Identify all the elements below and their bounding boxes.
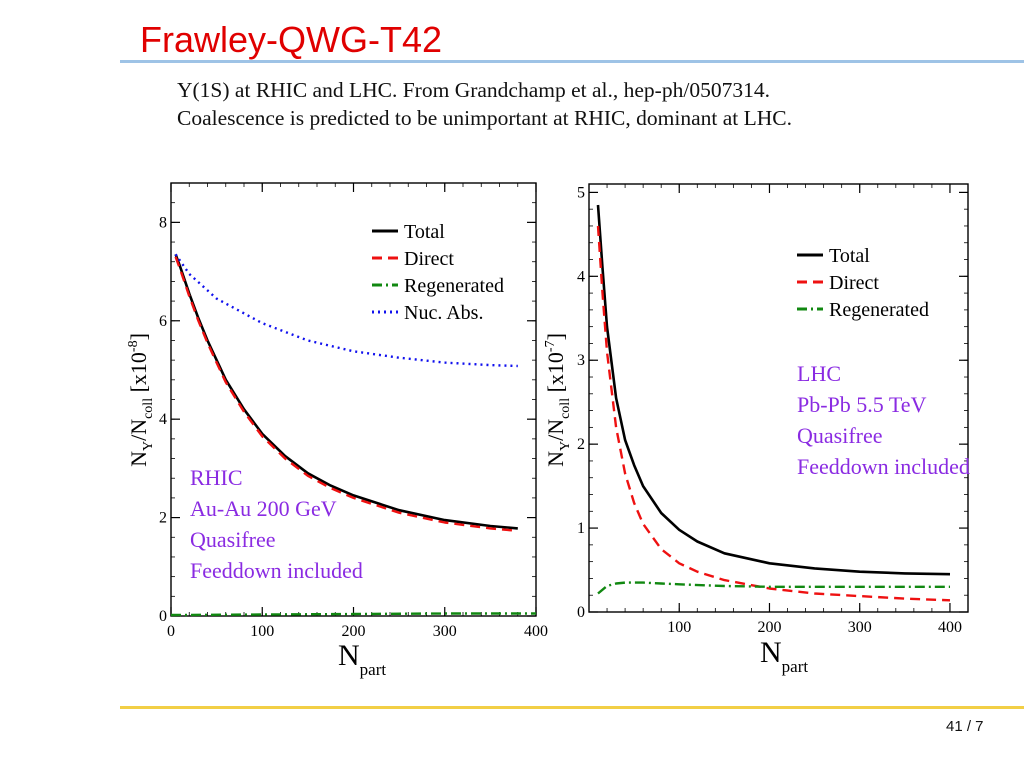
lhc-series-direct xyxy=(596,225,951,602)
rhic-y-tick-label: 0 xyxy=(159,608,167,625)
rhic-x-tick-label: 300 xyxy=(433,623,457,640)
rhic-x-tick-label: 400 xyxy=(524,623,548,640)
rhic-plot: 0 100 200 300 400 0 2 4 6 8 xyxy=(159,182,548,640)
caption-line-1: Y(1S) at RHIC and LHC. From Grandchamp e… xyxy=(177,78,770,102)
rhic-series-nuc-abs xyxy=(174,253,518,368)
rhic-x-tick-label: 0 xyxy=(167,623,175,640)
rhic-annotation-line: Feeddown included xyxy=(190,558,363,583)
lhc-annotation-line: Quasifree xyxy=(797,423,883,448)
rhic-y-tick-label: 4 xyxy=(159,411,167,428)
lhc-x-tick-label: 200 xyxy=(757,619,781,636)
lhc-legend-label-regenerated: Regenerated xyxy=(829,299,929,321)
lhc-annotation-line: Pb-Pb 5.5 TeV xyxy=(797,392,927,417)
lhc-annotation-line: LHC xyxy=(797,361,841,386)
lhc-plot-frame xyxy=(588,183,969,613)
lhc-series-regenerated xyxy=(597,581,950,595)
lhc-y-tick-label: 2 xyxy=(577,436,585,453)
lhc-y-tick-label: 3 xyxy=(577,352,585,369)
rhic-y-tick-label: 6 xyxy=(159,313,167,330)
title-rule xyxy=(120,60,1024,63)
rhic-annotation: RHIC Au-Au 200 GeV Quasifree Feeddown inclu… xyxy=(190,465,363,583)
rhic-series-regenerated xyxy=(170,612,536,617)
rhic-legend-label-total: Total xyxy=(404,221,445,243)
lhc-annotation: LHC Pb-Pb 5.5 TeV Quasifree Feeddown includ… xyxy=(797,361,970,479)
slide-title: Frawley-QWG-T42 xyxy=(140,19,443,60)
lhc-legend-label-direct: Direct xyxy=(829,272,879,294)
rhic-x-tick-label: 100 xyxy=(250,623,274,640)
page-number: 41 / 7 xyxy=(946,718,984,735)
lhc-y-tick-label: 0 xyxy=(577,604,585,621)
lhc-x-tick-label: 100 xyxy=(667,619,691,636)
lhc-plot: 100 200 300 400 0 1 2 3 4 5 xyxy=(577,183,969,636)
lhc-series-total xyxy=(596,204,951,576)
lhc-annotation-line: Feeddown included xyxy=(797,454,970,479)
footer-rule xyxy=(120,706,1024,709)
rhic-annotation-line: Au-Au 200 GeV xyxy=(190,496,337,521)
rhic-legend: Total Direct Regenerated Nuc. Abs. xyxy=(372,221,504,324)
rhic-x-tick-label: 200 xyxy=(342,623,366,640)
rhic-annotation-line: RHIC xyxy=(190,465,243,490)
rhic-x-axis-label: Npart xyxy=(338,639,386,679)
rhic-y-tick-label: 8 xyxy=(159,214,167,231)
lhc-legend: Total Direct Regenerated xyxy=(797,245,929,321)
caption-line-2: Coalescence is predicted to be unimporta… xyxy=(177,106,792,130)
rhic-legend-label-regenerated: Regenerated xyxy=(404,275,504,297)
rhic-annotation-line: Quasifree xyxy=(190,527,276,552)
rhic-y-tick-label: 2 xyxy=(159,510,167,527)
lhc-x-tick-label: 300 xyxy=(848,619,872,636)
lhc-legend-label-total: Total xyxy=(829,245,870,267)
rhic-series-direct xyxy=(174,256,518,533)
lhc-x-axis-label: Npart xyxy=(760,636,808,676)
rhic-y-axis-label: NΥ/Ncoll [x10-8] xyxy=(126,333,156,467)
lhc-y-tick-label: 4 xyxy=(577,268,585,285)
lhc-y-axis-label: NΥ/Ncoll [x10-7] xyxy=(543,333,573,467)
lhc-y-tick-label: 1 xyxy=(577,520,585,537)
lhc-y-tick-label: 5 xyxy=(577,184,585,201)
lhc-x-tick-label: 400 xyxy=(938,619,962,636)
caption: Y(1S) at RHIC and LHC. From Grandchamp e… xyxy=(177,76,792,132)
rhic-legend-label-direct: Direct xyxy=(404,248,454,270)
rhic-legend-label-nuc-abs: Nuc. Abs. xyxy=(404,302,483,324)
